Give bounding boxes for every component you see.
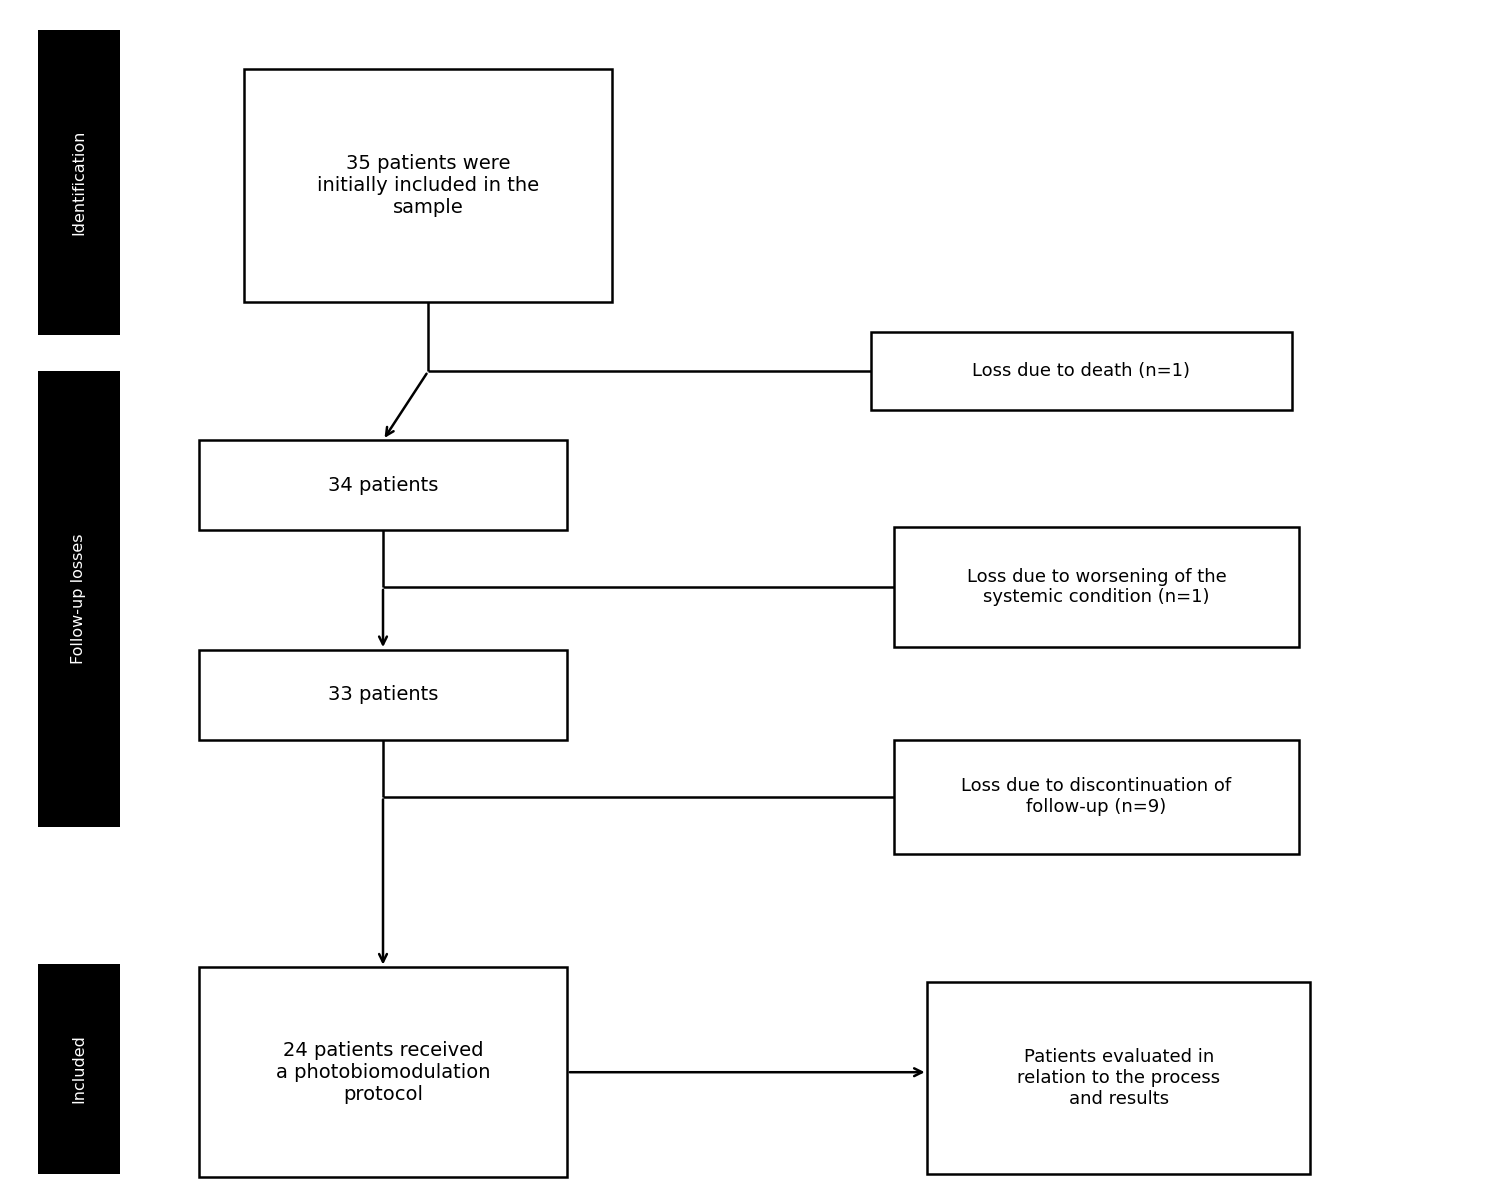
Text: Patients evaluated in
relation to the process
and results: Patients evaluated in relation to the pr…	[1017, 1048, 1221, 1108]
Text: Loss due to worsening of the
systemic condition (n=1): Loss due to worsening of the systemic co…	[967, 568, 1226, 606]
Text: 34 patients: 34 patients	[327, 476, 439, 495]
Text: 35 patients were
initially included in the
sample: 35 patients were initially included in t…	[317, 155, 539, 217]
Text: Follow-up losses: Follow-up losses	[72, 534, 86, 664]
Bar	[38, 30, 120, 335]
Bar	[38, 964, 120, 1174]
Text: 33 patients: 33 patients	[327, 685, 439, 704]
Text: Loss due to discontinuation of
follow-up (n=9): Loss due to discontinuation of follow-up…	[961, 778, 1232, 816]
Bar	[927, 982, 1310, 1174]
Bar	[198, 968, 568, 1176]
Bar	[198, 441, 568, 530]
Text: Included: Included	[72, 1034, 86, 1103]
Text: 24 patients received
a photobiomodulation
protocol: 24 patients received a photobiomodulatio…	[276, 1041, 490, 1103]
Bar	[38, 371, 120, 827]
Bar	[243, 69, 613, 303]
Bar	[871, 333, 1292, 410]
Bar	[894, 527, 1299, 647]
Bar	[894, 739, 1299, 853]
Text: Identification: Identification	[72, 129, 86, 235]
Bar	[198, 649, 568, 739]
Text: Loss due to death (n=1): Loss due to death (n=1)	[972, 362, 1191, 381]
